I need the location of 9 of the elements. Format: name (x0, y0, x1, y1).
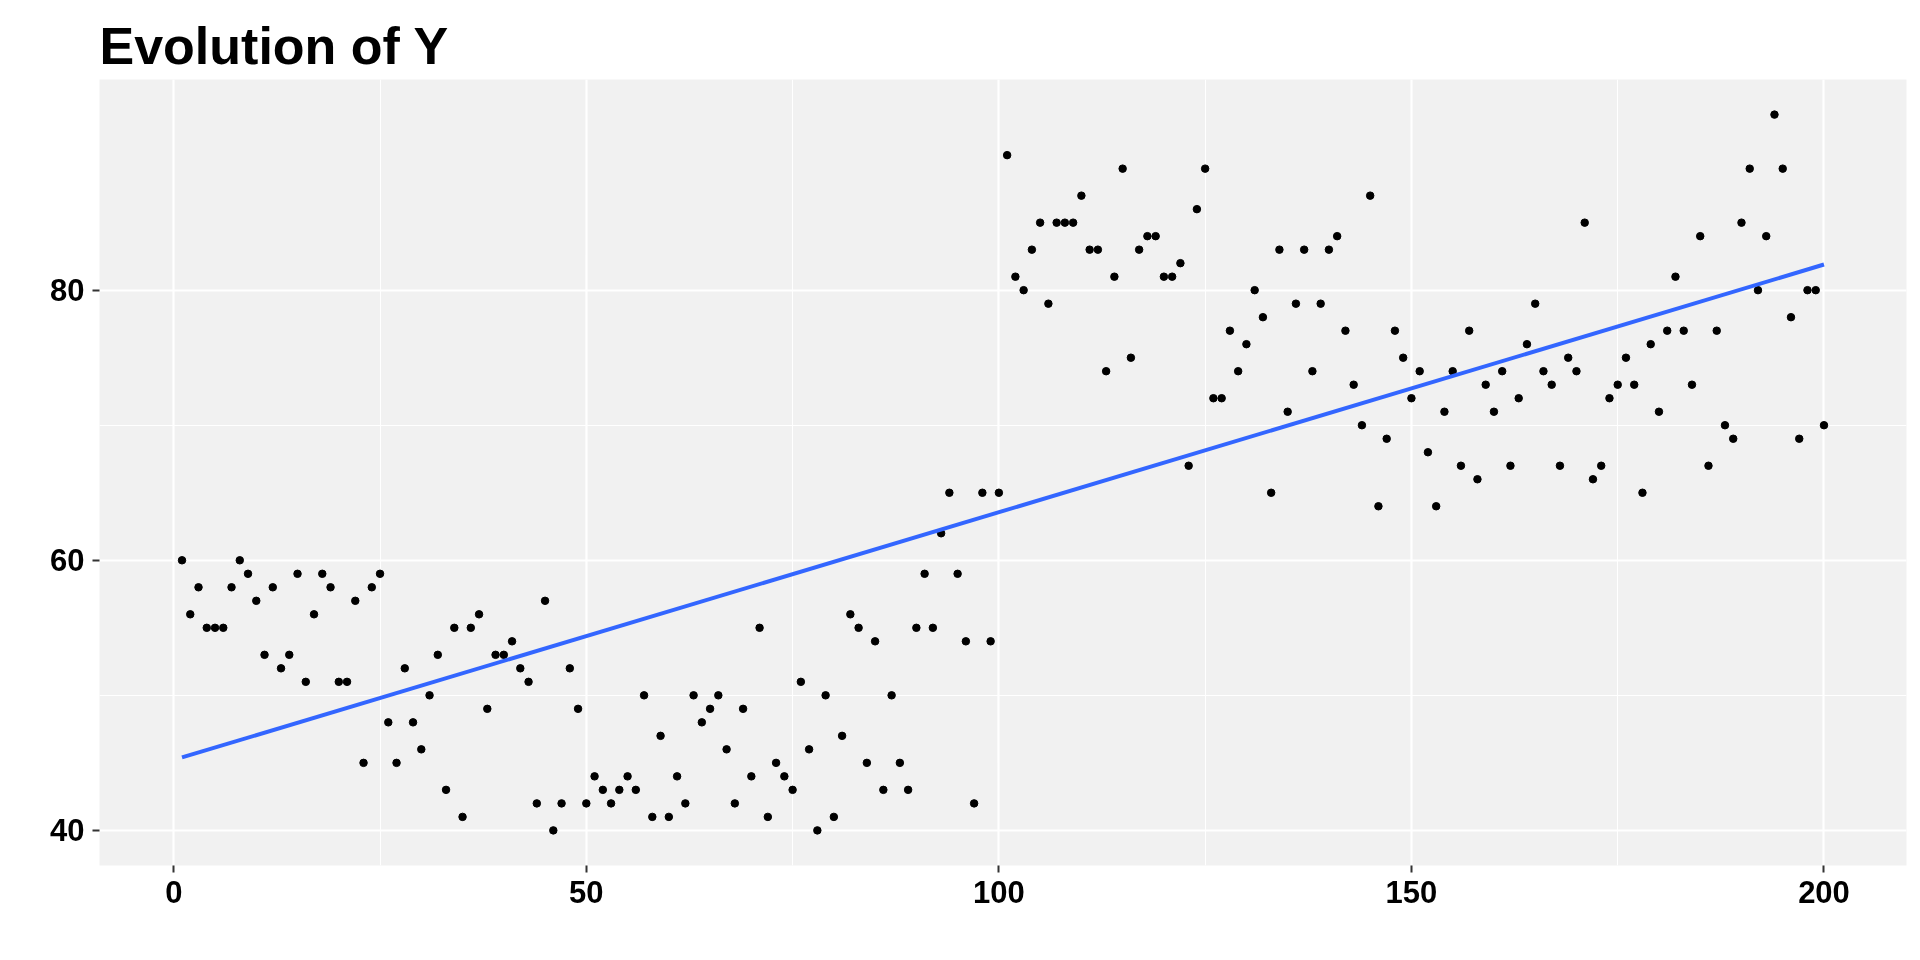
y-tick-label: 60 (50, 543, 85, 579)
y-tick-label: 40 (50, 813, 85, 849)
x-tick-label: 200 (1798, 874, 1850, 910)
y-tick-label: 80 (50, 273, 85, 309)
x-tick-label: 50 (569, 874, 604, 910)
x-tick-label: 0 (165, 874, 183, 910)
chart-title: Evolution of Y (99, 16, 449, 75)
x-tick-label: 100 (973, 874, 1025, 910)
x-tick-label: 150 (1385, 874, 1438, 910)
